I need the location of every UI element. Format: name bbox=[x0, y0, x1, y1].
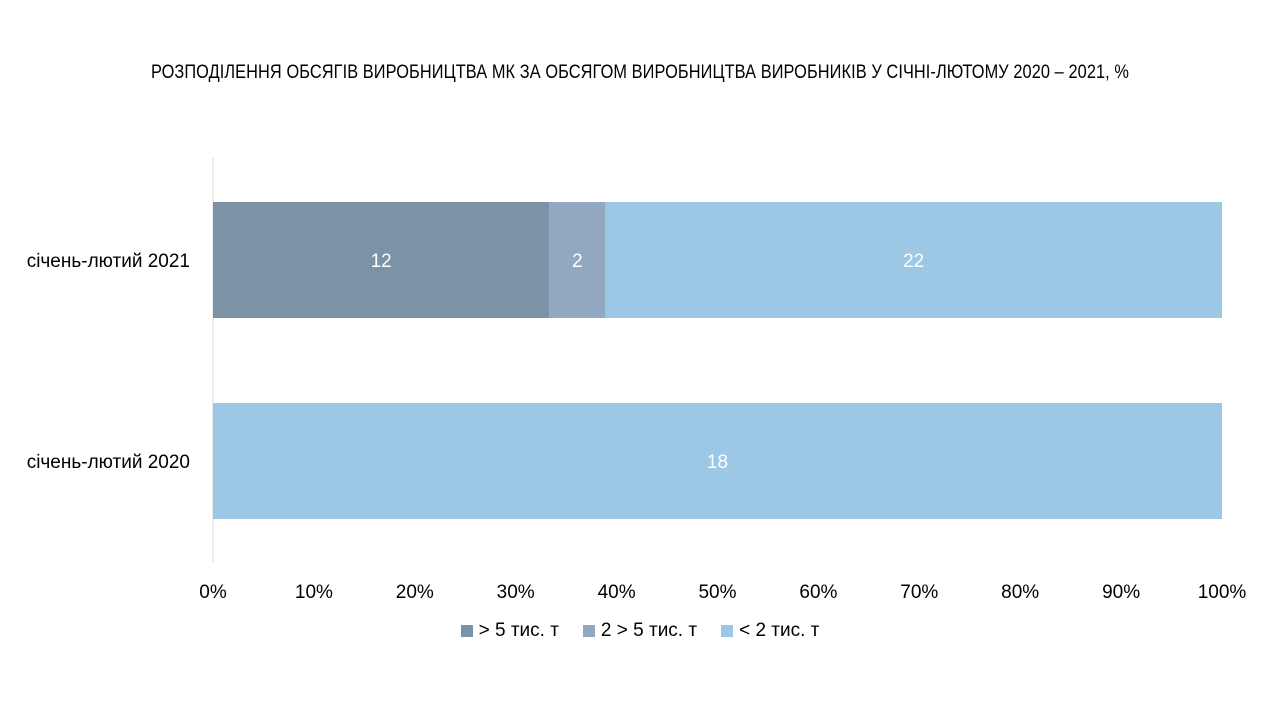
legend-label: < 2 тис. т bbox=[739, 620, 820, 641]
legend-label: 2 > 5 тис. т bbox=[600, 620, 698, 641]
legend: > 5 тис. т 2 > 5 тис. т < 2 тис. т bbox=[0, 620, 1280, 642]
x-tick-label: 90% bbox=[1102, 582, 1140, 603]
x-tick-label: 40% bbox=[598, 582, 636, 603]
bar-segment bbox=[605, 202, 1222, 318]
x-tick-label: 50% bbox=[698, 582, 736, 603]
bar-segment bbox=[549, 202, 606, 318]
x-tick-label: 100% bbox=[1198, 582, 1247, 603]
x-tick-label: 20% bbox=[396, 582, 434, 603]
legend-swatch bbox=[721, 625, 734, 637]
legend-item: 2 > 5 тис. т bbox=[582, 620, 698, 642]
data-label: 22 bbox=[903, 251, 924, 272]
x-tick-label: 10% bbox=[295, 582, 333, 603]
data-label: 2 bbox=[572, 251, 583, 272]
category-label: січень-лютий 2020 bbox=[27, 452, 190, 473]
chart-title: РОЗПОДІЛЕННЯ ОБСЯГІВ ВИРОБНИЦТВА МК ЗА О… bbox=[150, 62, 1130, 83]
data-label: 12 bbox=[371, 251, 392, 272]
x-tick-label: 70% bbox=[900, 582, 938, 603]
legend-swatch bbox=[582, 625, 595, 637]
x-tick-label: 30% bbox=[497, 582, 535, 603]
legend-item: < 2 тис. т bbox=[721, 620, 819, 642]
data-label: 18 bbox=[707, 452, 728, 473]
category-label: січень-лютий 2021 bbox=[27, 251, 190, 272]
x-tick-label: 60% bbox=[799, 582, 837, 603]
legend-swatch bbox=[460, 625, 473, 637]
x-tick-label: 0% bbox=[199, 582, 227, 603]
bar-segment bbox=[213, 202, 550, 318]
bar-segment bbox=[213, 403, 1222, 519]
x-tick-label: 80% bbox=[1001, 582, 1039, 603]
legend-item: > 5 тис. т bbox=[460, 620, 559, 642]
legend-label: > 5 тис. т bbox=[478, 620, 559, 641]
